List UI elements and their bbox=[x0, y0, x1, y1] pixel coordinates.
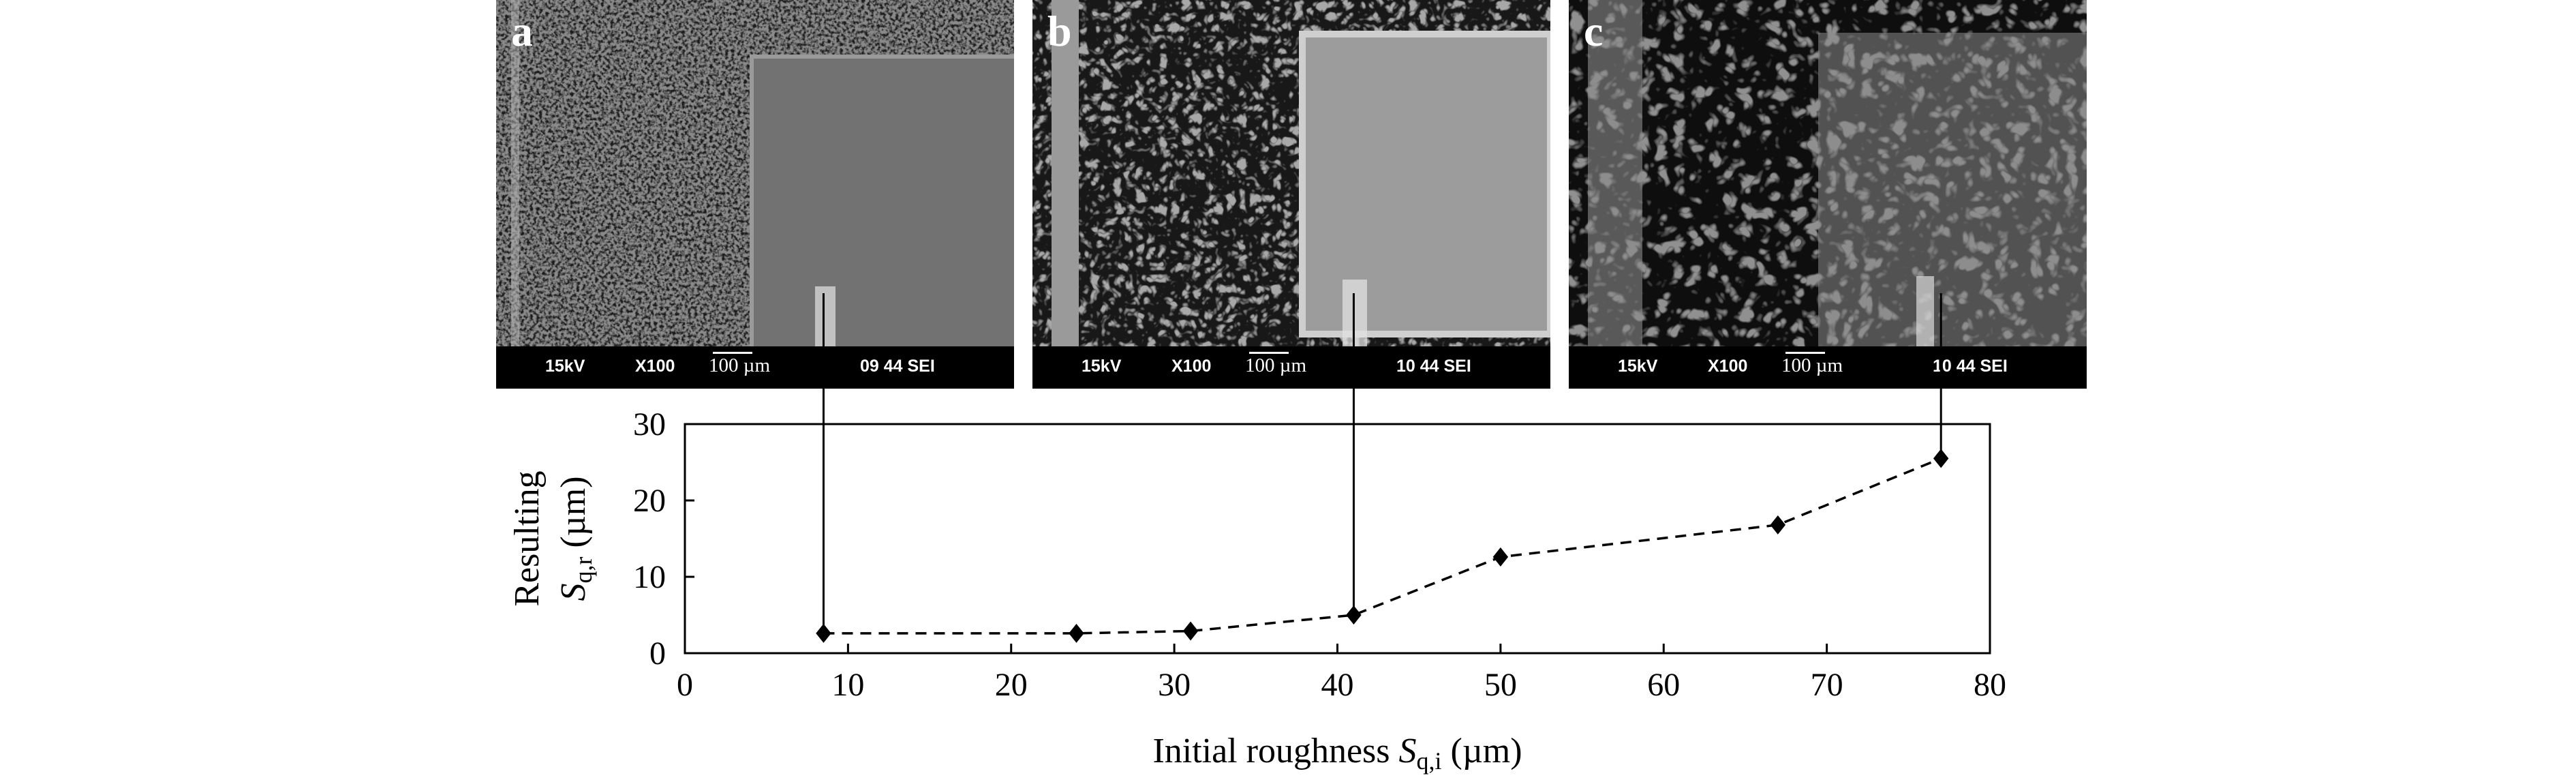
magnification-label: X100 bbox=[1171, 357, 1212, 376]
magnification-label: X100 bbox=[1708, 357, 1748, 376]
x-tick-label: 80 bbox=[1974, 667, 2006, 703]
data-point bbox=[1492, 547, 1509, 567]
sem-info-bar-c: 15kV X100 100 µm 10 44 SEI bbox=[1569, 346, 2087, 389]
series-line bbox=[823, 457, 1942, 635]
y-axis-label-line2: Sq,r (µm) bbox=[554, 476, 597, 601]
panel-letter-b: b bbox=[1047, 7, 1072, 55]
magnification-label: X100 bbox=[635, 357, 675, 376]
voltage-label: 15kV bbox=[1082, 357, 1122, 376]
x-tick-label: 0 bbox=[677, 667, 693, 703]
data-point bbox=[1933, 449, 1949, 468]
scale-bar bbox=[1785, 352, 1825, 354]
scale-label: 100 µm bbox=[1245, 355, 1307, 376]
y-tick-label: 30 bbox=[633, 406, 666, 442]
voltage-label: 15kV bbox=[545, 357, 585, 376]
y-tick-label: 10 bbox=[633, 559, 666, 595]
sem-image-c bbox=[1569, 0, 2087, 389]
sem-panel-c: c 15kV X100 100 µm 10 44 SEI bbox=[1569, 0, 2087, 389]
sem-image-a bbox=[496, 0, 1014, 389]
scale-label: 100 µm bbox=[1781, 355, 1843, 376]
sem-image-b bbox=[1032, 0, 1550, 389]
sem-info-bar-b: 15kV X100 100 µm 10 44 SEI bbox=[1032, 346, 1550, 389]
plot-frame bbox=[684, 423, 1991, 655]
x-axis-label: Initial roughness Sq,i (µm) bbox=[1152, 732, 1522, 775]
data-point bbox=[1069, 623, 1084, 643]
x-tick-label: 70 bbox=[1811, 667, 1843, 703]
y-tick-label: 0 bbox=[649, 635, 666, 672]
panel-link-lines bbox=[822, 293, 1942, 633]
voltage-label: 15kV bbox=[1618, 357, 1658, 376]
image-code-label: 10 44 SEI bbox=[1396, 357, 1471, 376]
x-tick-label: 40 bbox=[1321, 667, 1354, 703]
scale-bar bbox=[1249, 352, 1289, 354]
data-point bbox=[816, 623, 831, 643]
axis-ticks: 0 10 20 30 40 50 60 70 80 0 10 20 30 bbox=[633, 406, 2006, 703]
sem-info-bar-a: 15kV X100 100 µm 09 44 SEI bbox=[496, 346, 1014, 389]
x-tick-label: 20 bbox=[995, 667, 1028, 703]
x-tick-label: 50 bbox=[1484, 667, 1517, 703]
scale-label: 100 µm bbox=[709, 355, 771, 376]
scale-bar bbox=[713, 352, 752, 354]
image-code-label: 10 44 SEI bbox=[1933, 357, 2008, 376]
data-series bbox=[816, 449, 1949, 643]
x-tick-label: 60 bbox=[1647, 667, 1680, 703]
panel-letter-c: c bbox=[1584, 7, 1604, 55]
panel-letter-a: a bbox=[511, 7, 533, 55]
data-point bbox=[1346, 605, 1362, 625]
data-point bbox=[1770, 515, 1786, 535]
image-code-label: 09 44 SEI bbox=[860, 357, 935, 376]
sem-panel-b: b 15kV X100 100 µm 10 44 SEI bbox=[1032, 0, 1550, 389]
y-tick-label: 20 bbox=[633, 483, 666, 519]
x-tick-label: 10 bbox=[831, 667, 864, 703]
data-point bbox=[1182, 621, 1199, 641]
sem-panel-a: a 15kV X100 100 µm 09 44 SEI bbox=[496, 0, 1014, 389]
y-axis-label-line1: Resulting bbox=[508, 470, 547, 606]
x-tick-label: 30 bbox=[1158, 667, 1191, 703]
